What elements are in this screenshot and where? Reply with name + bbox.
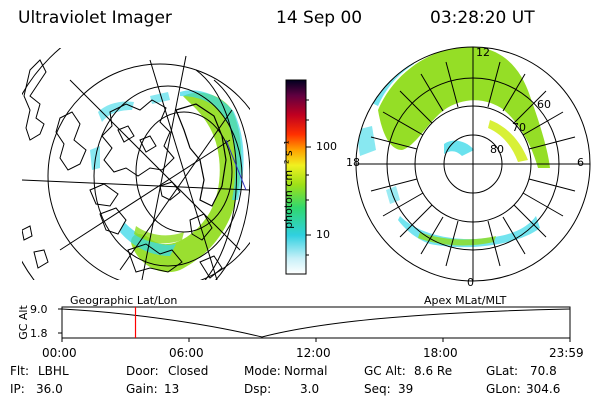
- mlt-label-12: 12: [476, 46, 490, 59]
- gain-value: 13: [164, 382, 180, 396]
- gcalt-label: GC Alt:: [364, 364, 406, 378]
- mode-label: Mode:: [244, 364, 281, 378]
- timeline-frame: [61, 306, 571, 339]
- glon-label: GLon:: [486, 382, 521, 396]
- timeline-ytick-bottom: 1.8: [30, 327, 48, 340]
- gain-label: Gain:: [126, 382, 158, 396]
- timeline-xtick-2: 12:00: [296, 346, 331, 360]
- dsp-label: Dsp:: [244, 382, 272, 396]
- colorbar: [285, 79, 307, 275]
- timeline-ylabel: GC Alt: [16, 305, 30, 340]
- timeline-xtick-3: 18:00: [423, 346, 458, 360]
- polar-plot: [356, 47, 550, 248]
- geographic-map: [22, 48, 250, 280]
- mlat-label-60: 60: [537, 98, 551, 111]
- flt-label: Flt:: [10, 364, 29, 378]
- mode-value: Normal: [284, 364, 328, 378]
- time-label: 03:28:20 UT: [430, 8, 535, 28]
- ip-value: 36.0: [36, 382, 63, 396]
- colorbar-tick-100: 100: [316, 140, 337, 153]
- dsp-value: 3.0: [300, 382, 320, 396]
- glat-value: 70.8: [530, 364, 557, 378]
- door-label: Door:: [126, 364, 159, 378]
- glon-value: 304.6: [526, 382, 561, 396]
- date-label: 14 Sep 00: [276, 8, 363, 28]
- timeline-xtick-0: 00:00: [42, 346, 77, 360]
- gcalt-value: 8.6 Re: [414, 364, 453, 378]
- colorbar-tick-10: 10: [316, 228, 330, 241]
- apex-caption: Apex MLat/MLT: [424, 294, 507, 307]
- aurora-oval-polar: [378, 47, 550, 168]
- door-value: Closed: [168, 364, 209, 378]
- mlat-label-80: 80: [490, 143, 504, 156]
- mlt-label-6: 6: [577, 156, 584, 169]
- flt-value: LBHL: [38, 364, 69, 378]
- glat-label: GLat:: [486, 364, 519, 378]
- geographic-caption: Geographic Lat/Lon: [70, 294, 178, 307]
- ip-label: IP:: [10, 382, 25, 396]
- altitude-curve: [61, 308, 571, 338]
- timeline-xtick-4: 23:59: [549, 346, 584, 360]
- colorbar-unit: photon cm⁻² s⁻¹: [281, 140, 295, 229]
- mlat-label-70: 70: [512, 121, 526, 134]
- seq-label: Seq:: [364, 382, 391, 396]
- mlt-label-0: 0: [467, 276, 474, 289]
- timeline-xtick-1: 06:00: [169, 346, 204, 360]
- aurora-oval-west: [131, 92, 242, 273]
- mlt-label-18: 18: [346, 156, 360, 169]
- timeline-ytick-top: 9.0: [30, 303, 48, 316]
- instrument-title: Ultraviolet Imager: [18, 8, 172, 28]
- seq-value: 39: [398, 382, 414, 396]
